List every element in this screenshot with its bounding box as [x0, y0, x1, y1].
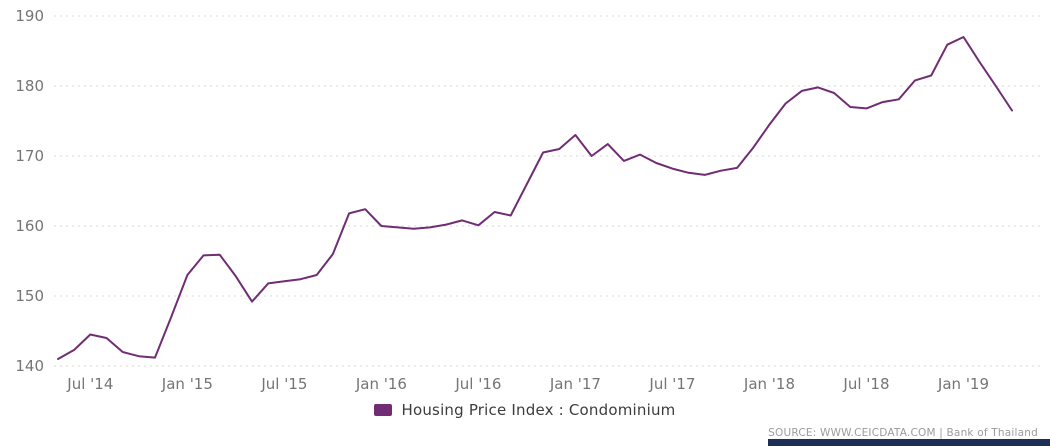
- y-axis-tick-label: 180: [15, 77, 44, 95]
- legend: Housing Price Index : Condominium: [0, 401, 1050, 419]
- footer-accent-bar: [768, 439, 1050, 446]
- legend-swatch: [374, 404, 393, 416]
- x-axis-tick-label: Jan '18: [743, 375, 795, 393]
- source-attribution: SOURCE: WWW.CEICDATA.COM | Bank of Thail…: [768, 427, 1038, 439]
- x-axis-tick-label: Jul '15: [260, 375, 307, 393]
- y-axis-tick-label: 190: [15, 7, 44, 25]
- x-axis-tick-label: Jul '17: [648, 375, 695, 393]
- x-axis-tick-label: Jan '16: [355, 375, 407, 393]
- housing-price-line-chart: 190 180 170 160 150 140 Jul '14 Jan '15 Jul '15 J…: [15, 7, 1040, 393]
- x-axis-tick-label: Jan '15: [161, 375, 213, 393]
- y-axis-tick-label: 160: [15, 217, 44, 235]
- x-axis-tick-label: Jul '14: [66, 375, 113, 393]
- x-axis-tick-label: Jul '16: [454, 375, 501, 393]
- legend-label: Housing Price Index : Condominium: [401, 401, 676, 419]
- y-axis-tick-label: 170: [15, 147, 44, 165]
- housing-price-line: [57, 36, 1013, 360]
- y-axis-tick-label: 140: [15, 357, 44, 375]
- y-axis-tick-label: 150: [15, 287, 44, 305]
- x-axis-tick-label: Jul '18: [842, 375, 889, 393]
- x-axis-tick-label: Jan '17: [549, 375, 601, 393]
- x-axis-tick-label: Jan '19: [937, 375, 989, 393]
